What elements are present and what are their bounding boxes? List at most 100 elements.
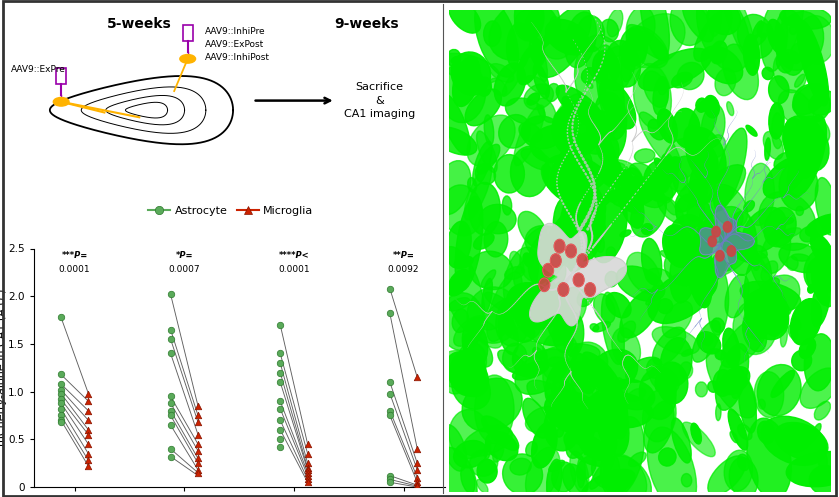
Ellipse shape [440,293,484,350]
FancyArrowPatch shape [581,56,582,58]
FancyArrowPatch shape [599,316,601,317]
Point [81,450,95,458]
FancyArrowPatch shape [557,288,558,289]
Ellipse shape [581,68,597,83]
Ellipse shape [659,448,676,466]
FancyArrowPatch shape [570,305,571,306]
FancyArrowPatch shape [771,275,772,276]
FancyArrowPatch shape [559,75,560,77]
Ellipse shape [817,450,827,469]
Ellipse shape [507,23,530,70]
FancyArrowPatch shape [716,248,717,250]
FancyArrowPatch shape [582,55,583,56]
FancyArrowPatch shape [620,122,621,123]
FancyArrowPatch shape [568,344,569,345]
FancyArrowPatch shape [577,207,578,209]
FancyArrowPatch shape [679,101,680,103]
Ellipse shape [551,380,577,407]
FancyArrowPatch shape [574,79,575,81]
FancyArrowPatch shape [742,200,743,202]
Ellipse shape [484,222,508,257]
Ellipse shape [684,126,711,162]
Point [55,395,68,403]
FancyArrowPatch shape [671,282,672,283]
Ellipse shape [519,311,536,319]
Point [55,399,68,407]
Ellipse shape [732,391,738,399]
Ellipse shape [433,127,477,155]
FancyArrowPatch shape [709,142,711,143]
FancyArrowPatch shape [728,234,729,236]
Ellipse shape [753,263,759,270]
Ellipse shape [707,2,740,35]
FancyArrowPatch shape [563,286,564,287]
FancyArrowPatch shape [727,235,728,237]
Ellipse shape [644,401,674,453]
FancyArrowPatch shape [561,284,563,285]
Ellipse shape [440,247,485,334]
Ellipse shape [484,115,494,145]
FancyArrowPatch shape [578,264,579,266]
FancyArrowPatch shape [634,138,635,139]
Ellipse shape [446,50,461,66]
Ellipse shape [449,0,481,33]
Ellipse shape [779,0,804,56]
FancyArrowPatch shape [711,140,712,141]
FancyArrowPatch shape [555,70,556,72]
FancyArrowPatch shape [569,303,570,305]
Ellipse shape [677,63,704,89]
Ellipse shape [791,254,810,261]
Point [274,321,287,329]
Ellipse shape [688,256,711,308]
Point [301,472,315,480]
FancyArrowPatch shape [534,25,535,27]
FancyArrowPatch shape [733,272,735,274]
Ellipse shape [669,169,688,191]
FancyArrowPatch shape [571,308,572,310]
Ellipse shape [701,226,715,244]
Ellipse shape [607,9,623,37]
Ellipse shape [469,251,513,290]
Ellipse shape [769,103,784,139]
FancyArrowPatch shape [741,254,742,255]
Point [191,447,205,455]
FancyArrowPatch shape [720,224,721,225]
Ellipse shape [728,409,748,450]
Ellipse shape [510,251,524,274]
Ellipse shape [482,270,496,287]
FancyArrowPatch shape [660,230,661,232]
Ellipse shape [586,110,618,136]
FancyArrowPatch shape [715,250,716,251]
FancyArrowPatch shape [703,300,704,302]
FancyArrowPatch shape [618,347,620,350]
Point [301,476,315,484]
FancyArrowPatch shape [758,233,759,234]
FancyArrowPatch shape [706,241,707,242]
FancyArrowPatch shape [716,217,717,218]
Ellipse shape [727,102,734,116]
Ellipse shape [621,39,637,82]
Ellipse shape [670,234,680,244]
FancyArrowPatch shape [720,244,721,245]
Ellipse shape [592,322,611,332]
FancyArrowPatch shape [630,156,631,158]
Ellipse shape [788,325,798,339]
FancyArrowPatch shape [665,155,667,156]
Ellipse shape [498,350,528,376]
Ellipse shape [555,240,565,253]
Text: 5-weeks: 5-weeks [107,17,172,31]
FancyArrowPatch shape [687,185,688,187]
FancyArrowPatch shape [711,223,712,224]
FancyArrowPatch shape [732,271,733,272]
FancyArrowPatch shape [684,267,685,269]
Ellipse shape [612,182,657,207]
FancyArrowPatch shape [749,263,750,264]
Ellipse shape [758,421,774,443]
FancyArrowPatch shape [521,295,523,297]
Ellipse shape [691,238,751,279]
Ellipse shape [659,82,668,95]
Ellipse shape [513,340,547,377]
Point [410,459,424,467]
FancyArrowPatch shape [602,321,603,322]
Point [81,390,95,398]
